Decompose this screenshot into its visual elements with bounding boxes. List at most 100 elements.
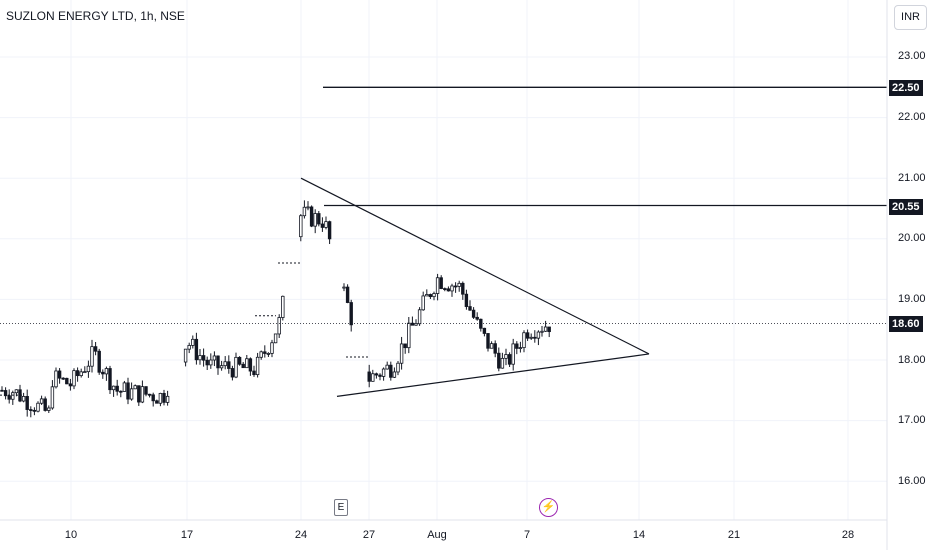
candle-up xyxy=(39,398,44,404)
last-price-tag: 18.60 xyxy=(889,316,923,332)
candle-down xyxy=(309,206,314,227)
candle-up xyxy=(158,392,163,404)
y-tick-label: 18.00 xyxy=(898,354,926,366)
candle-up xyxy=(234,356,238,378)
candle-down xyxy=(230,368,235,378)
flash-icon[interactable]: ⚡ xyxy=(539,498,558,517)
candle-down xyxy=(126,382,130,400)
candle-up xyxy=(191,338,195,346)
candle-down xyxy=(403,343,407,349)
candle-up xyxy=(277,317,281,335)
candle-up xyxy=(183,348,188,363)
candle-up xyxy=(104,368,109,375)
drawings xyxy=(0,86,887,397)
candle-down xyxy=(497,352,501,369)
y-tick-label: 23.00 xyxy=(898,50,926,62)
candle-down xyxy=(144,386,148,395)
candle-up xyxy=(392,371,397,378)
candle-up xyxy=(540,330,544,333)
candle-down xyxy=(525,332,530,339)
candle-up xyxy=(522,332,526,349)
candle-up xyxy=(219,365,224,369)
candle-up xyxy=(86,365,91,373)
candle-down xyxy=(507,354,512,365)
grid-lines xyxy=(0,0,887,520)
candle-up xyxy=(302,206,307,217)
x-tick-label: 27 xyxy=(362,529,376,541)
y-tick-label: 22.00 xyxy=(898,111,926,123)
x-tick-label: 28 xyxy=(841,529,855,541)
candle-down xyxy=(101,371,105,375)
candle-up xyxy=(489,343,494,349)
candle-down xyxy=(32,409,37,412)
candle-down xyxy=(151,394,155,402)
candle-up xyxy=(21,396,26,402)
candle-down xyxy=(162,392,166,403)
candle-up xyxy=(324,221,328,228)
level-price-tag[interactable]: 22.50 xyxy=(889,80,923,96)
candle-down xyxy=(75,370,80,377)
candle-up xyxy=(50,386,55,409)
candle-up xyxy=(36,402,40,412)
candle-up xyxy=(47,407,51,411)
candle-up xyxy=(209,359,213,366)
symbol-title[interactable]: SUZLON ENERGY LTD, 1h, NSE xyxy=(6,9,185,23)
earnings-marker-icon[interactable]: E xyxy=(334,499,348,516)
candle-up xyxy=(518,347,523,350)
candle-up xyxy=(266,352,271,355)
y-tick-label: 19.00 xyxy=(898,293,926,305)
candle-up xyxy=(450,285,454,292)
candle-down xyxy=(3,390,8,397)
candle-up xyxy=(79,371,83,377)
candle-down xyxy=(25,396,29,410)
candle-down xyxy=(237,356,242,365)
level-price-tag[interactable]: 20.55 xyxy=(889,199,923,215)
y-tick-label: 20.00 xyxy=(898,232,926,244)
candle-up xyxy=(414,323,418,326)
candle-up xyxy=(245,358,249,369)
candle-up xyxy=(396,362,400,373)
candle-down xyxy=(547,326,551,333)
candle-down xyxy=(345,286,350,303)
candle-down xyxy=(482,327,487,334)
candle-up xyxy=(425,294,429,297)
currency-button[interactable]: INR xyxy=(894,5,927,30)
candle-up xyxy=(129,388,134,400)
candle-down xyxy=(471,309,476,318)
candle-up xyxy=(529,336,533,339)
candle-down xyxy=(97,350,101,373)
candle-down xyxy=(194,338,199,361)
candle-up xyxy=(536,331,541,339)
candle-down xyxy=(320,223,325,228)
candle-up xyxy=(72,370,76,387)
candle-up xyxy=(281,295,285,318)
candle-up xyxy=(500,357,505,369)
candle-up xyxy=(140,386,145,403)
candle-down xyxy=(227,361,231,369)
triangle-lower-line xyxy=(336,353,650,397)
candle-down xyxy=(248,358,253,372)
candle-down xyxy=(61,377,65,380)
candle-down xyxy=(93,346,98,352)
candle-down xyxy=(410,322,415,326)
candle-down xyxy=(493,343,497,354)
candle-down xyxy=(216,355,220,369)
candle-down xyxy=(68,383,73,387)
y-tick-label: 17.00 xyxy=(898,414,926,426)
candle-down xyxy=(147,393,152,396)
candles xyxy=(0,200,551,418)
candle-up xyxy=(543,326,548,332)
candle-up xyxy=(511,343,515,365)
candle-down xyxy=(108,368,112,391)
candle-down xyxy=(533,336,537,339)
candle-up xyxy=(198,355,202,361)
x-tick-label: 24 xyxy=(294,529,308,541)
candle-down xyxy=(515,343,519,349)
candle-up xyxy=(504,354,508,359)
x-tick-label: 7 xyxy=(523,529,531,541)
candle-up xyxy=(259,351,263,358)
candle-up xyxy=(223,361,227,367)
candle-up xyxy=(399,343,404,364)
candle-down xyxy=(453,285,458,288)
